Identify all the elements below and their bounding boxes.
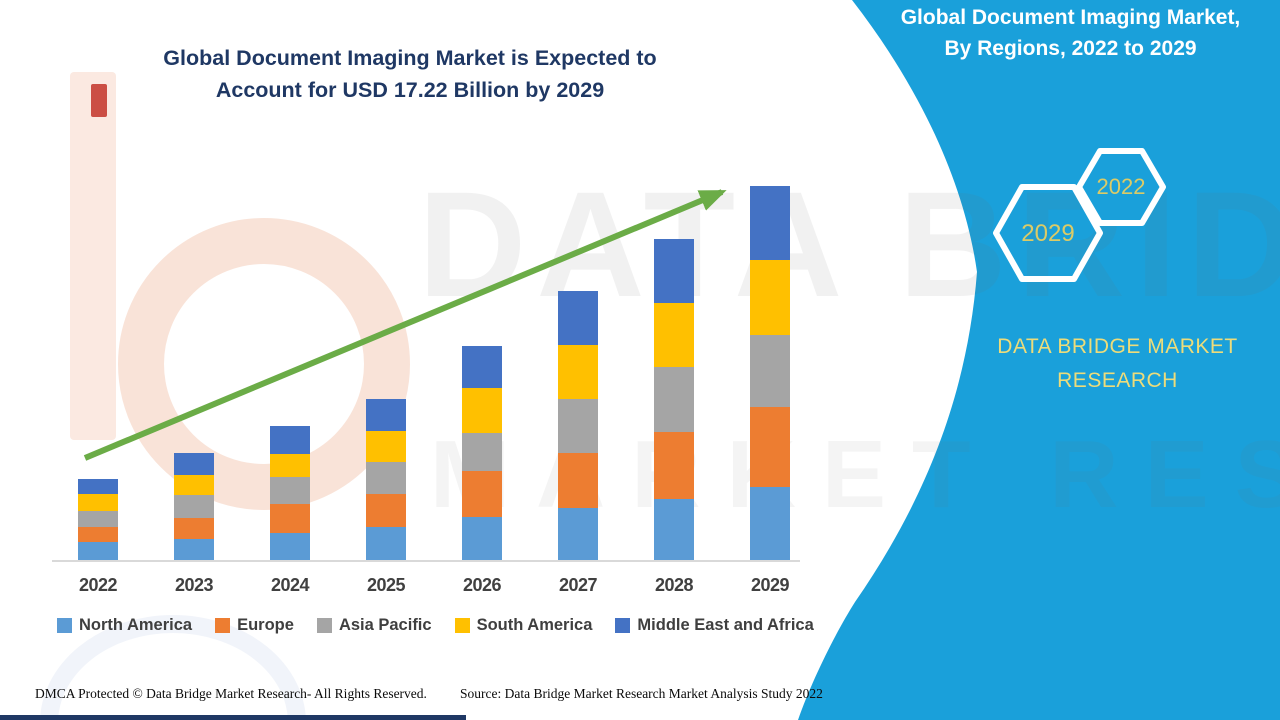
chart-title: Global Document Imaging Market is Expect…: [110, 42, 710, 106]
bar-2022-europe: [78, 526, 118, 542]
bar-2028-europe: [654, 432, 694, 499]
chart-legend: North America Europe Asia Pacific South Ame…: [57, 616, 814, 635]
bar-2027-europe: [558, 453, 598, 509]
bar-2027-middle-east-and-africa: [558, 291, 598, 346]
legend-label: North America: [79, 616, 193, 634]
legend-item-north-america: North America: [57, 616, 192, 635]
bar-2025-europe: [366, 493, 406, 527]
brand-line2: RESEARCH: [1057, 369, 1178, 392]
panel-title-line1: Global Document Imaging Market,: [900, 6, 1241, 29]
bar-2026-north-america: [462, 516, 502, 560]
bar-2028-middle-east-and-africa: [654, 239, 694, 303]
bar-2029-europe: [750, 407, 790, 487]
bar-2026-middle-east-and-africa: [462, 346, 502, 389]
legend-label: Middle East and Africa: [637, 616, 814, 634]
chart-title-line1: Global Document Imaging Market is Expect…: [163, 46, 657, 70]
legend-label: Europe: [237, 616, 294, 634]
legend-swatch-icon: [57, 618, 72, 633]
x-axis-line: [52, 560, 800, 562]
x-axis-label-2028: 2028: [654, 575, 694, 595]
panel-title-line2: By Regions, 2022 to 2029: [944, 37, 1197, 60]
bar-2027-asia-pacific: [558, 398, 598, 454]
dmca-notice: DMCA Protected © Data Bridge Market Rese…: [35, 686, 427, 701]
bar-2023-asia-pacific: [174, 494, 214, 518]
bar-2024-middle-east-and-africa: [270, 426, 310, 454]
x-axis-label-2023: 2023: [174, 575, 214, 595]
legend-item-middle-east-and-africa: Middle East and Africa: [615, 616, 814, 635]
bar-2022-middle-east-and-africa: [78, 478, 118, 494]
bar-2025-north-america: [366, 526, 406, 560]
x-axis-label-2029: 2029: [750, 575, 790, 595]
bar-2029-north-america: [750, 486, 790, 560]
bar-2022-asia-pacific: [78, 510, 118, 527]
legend-item-europe: Europe: [215, 616, 294, 635]
brand-line1: DATA BRIDGE MARKET: [997, 335, 1238, 358]
bar-2027-south-america: [558, 345, 598, 399]
bar-2025-south-america: [366, 431, 406, 463]
bottom-navy-strip: [0, 715, 466, 720]
x-axis-label-2025: 2025: [366, 575, 406, 595]
panel-title: Global Document Imaging Market, By Regio…: [868, 2, 1273, 64]
bar-2023-south-america: [174, 474, 214, 495]
bar-2023-middle-east-and-africa: [174, 452, 214, 475]
bar-2029-middle-east-and-africa: [750, 186, 790, 260]
bar-2025-asia-pacific: [366, 462, 406, 494]
bar-2024-south-america: [270, 454, 310, 478]
legend-swatch-icon: [316, 618, 332, 633]
bar-2026-asia-pacific: [462, 432, 502, 472]
legend-swatch-icon: [215, 618, 231, 633]
bar-2029-south-america: [750, 259, 790, 335]
x-axis-label-2022: 2022: [78, 575, 118, 595]
bar-2026-south-america: [462, 388, 502, 433]
bar-2026-europe: [462, 471, 502, 517]
bar-2029-asia-pacific: [750, 334, 790, 408]
bar-2028-north-america: [654, 498, 694, 560]
chart-title-line2: Account for USD 17.22 Billion by 2029: [215, 78, 605, 102]
legend-label: Asia Pacific: [338, 616, 432, 634]
bar-2023-north-america: [174, 538, 214, 560]
bar-2024-north-america: [270, 533, 310, 560]
bar-2022-north-america: [78, 541, 118, 560]
bar-2025-middle-east-and-africa: [366, 398, 406, 432]
bar-2024-asia-pacific: [270, 477, 310, 505]
legend-swatch-icon: [454, 618, 470, 633]
bar-2022-south-america: [78, 493, 118, 511]
legend-label: South America: [476, 616, 593, 634]
legend-swatch-icon: [615, 618, 631, 633]
x-axis-label-2024: 2024: [270, 575, 310, 595]
logo-red-mark: [91, 84, 107, 117]
legend-item-south-america: South America: [454, 616, 593, 635]
bar-2028-south-america: [654, 302, 694, 367]
brand-wordmark: DATA BRIDGE MARKET RESEARCH: [955, 330, 1280, 398]
bar-2027-north-america: [558, 508, 598, 560]
source-note: Source: Data Bridge Market Research Mark…: [460, 686, 823, 701]
x-axis-label-2026: 2026: [462, 575, 502, 595]
x-axis-label-2027: 2027: [558, 575, 598, 595]
legend-item-asia-pacific: Asia Pacific: [316, 616, 432, 635]
bar-2028-asia-pacific: [654, 366, 694, 433]
bar-2024-europe: [270, 504, 310, 534]
bar-2023-europe: [174, 517, 214, 539]
